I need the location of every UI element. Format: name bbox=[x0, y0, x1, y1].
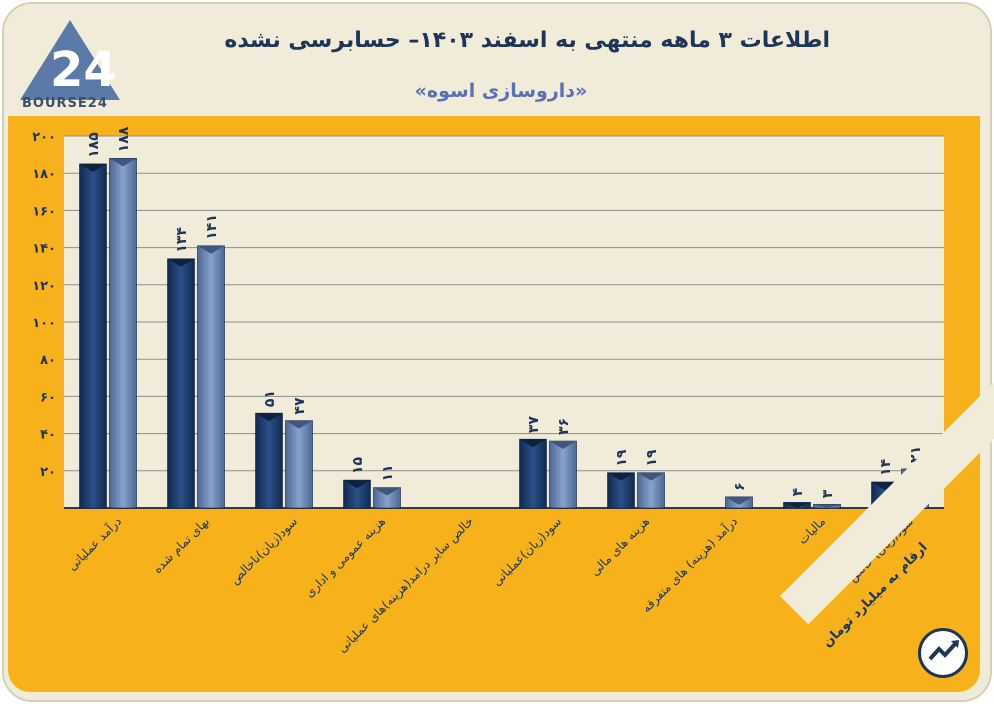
data-label: ۳ bbox=[820, 489, 836, 498]
y-tick-label: ۶۰ bbox=[40, 390, 56, 405]
bar-cap bbox=[343, 480, 371, 489]
x-category-label: سود(زیان)عملیاتی bbox=[490, 514, 565, 589]
y-tick-label: ۲۰ bbox=[40, 465, 56, 480]
x-category-label: هزینه های مالی bbox=[588, 514, 653, 579]
x-category-label: هزینه عمومی و اداری bbox=[302, 514, 389, 601]
y-tick-label: ۴۰ bbox=[40, 428, 56, 443]
bar-cap bbox=[167, 258, 195, 267]
bar-series_1 bbox=[167, 258, 195, 509]
bar-cap bbox=[109, 158, 137, 167]
bar-series_1 bbox=[255, 412, 283, 509]
data-label: ۱۴۱ bbox=[204, 214, 220, 240]
bar-series_2 bbox=[109, 158, 137, 509]
bar-cap bbox=[197, 245, 225, 254]
data-label: ۴ bbox=[790, 487, 806, 496]
data-label: ۱۹ bbox=[614, 449, 630, 467]
bar-cap bbox=[725, 496, 753, 505]
x-category-label: مالیات bbox=[795, 514, 828, 547]
data-label: ۱۱ bbox=[380, 464, 396, 481]
data-label: ۱۸۵ bbox=[86, 132, 102, 158]
data-label: ۱۸۸ bbox=[116, 126, 132, 152]
bar-cap bbox=[783, 502, 811, 508]
bar-chart: ۲۰ ۴۰ ۶۰ ۸۰ ۱۰۰ ۱۲۰ ۱۴۰ ۱۶۰ ۱۸۰ ۲۰۰ ۱۸۵ ۱۸۸ درآمد عم… bbox=[32, 126, 944, 656]
data-label: ۵۱ bbox=[262, 390, 278, 407]
svg-text:24: 24 bbox=[50, 42, 117, 98]
x-category-label: درآمد (هزینه) های متفرقه bbox=[639, 514, 741, 616]
y-tick-label: ۸۰ bbox=[40, 353, 56, 368]
data-label: ۱۳۴ bbox=[174, 227, 190, 253]
bar-cap bbox=[285, 420, 313, 429]
chart-area: ۲۰ ۴۰ ۶۰ ۸۰ ۱۰۰ ۱۲۰ ۱۴۰ ۱۶۰ ۱۸۰ ۲۰۰ ۱۸۵ ۱۸۸ درآمد عم… bbox=[8, 116, 980, 692]
data-label: ۶ bbox=[732, 482, 748, 491]
x-category-label: سود(زیان)ناخالص bbox=[227, 514, 301, 588]
y-tick-label: ۱۶۰ bbox=[32, 204, 56, 219]
bar-cap bbox=[79, 163, 107, 172]
bar-cap bbox=[549, 441, 577, 450]
chart-trend-icon bbox=[918, 628, 968, 678]
data-label: ۱۹ bbox=[644, 449, 660, 467]
data-label: ۱۵ bbox=[350, 457, 366, 475]
data-label: ۱۴ bbox=[878, 458, 894, 476]
bar-cap bbox=[813, 504, 841, 508]
chart-title: اطلاعات ۳ ماهه منتهی به اسفند ۱۴۰۳– حساب… bbox=[224, 28, 830, 53]
brand-logo: 24 bbox=[20, 20, 120, 100]
x-category-label: بهای تمام شده bbox=[150, 514, 212, 576]
data-label: ۳۶ bbox=[556, 418, 572, 435]
x-category-label: درآمد عملیاتی bbox=[64, 514, 125, 575]
bar-series_2 bbox=[285, 420, 313, 509]
bar-cap bbox=[373, 487, 401, 496]
y-tick-label: ۱۴۰ bbox=[32, 242, 56, 257]
brand-logo-text: BOURSE24 bbox=[22, 96, 108, 111]
bar-series_2 bbox=[197, 245, 225, 509]
data-label: ۳۷ bbox=[526, 416, 542, 434]
bar-series_1 bbox=[519, 438, 547, 509]
chart-subtitle: «داروسازی اسوه» bbox=[414, 80, 588, 102]
data-label: ۴۷ bbox=[292, 397, 308, 415]
y-tick-label: ۱۲۰ bbox=[32, 279, 56, 294]
bar-series_2 bbox=[549, 440, 577, 509]
y-tick-label: ۲۰۰ bbox=[32, 130, 56, 145]
bar-cap bbox=[607, 472, 635, 481]
bar-cap bbox=[519, 439, 547, 448]
y-tick-label: ۱۸۰ bbox=[32, 167, 56, 182]
bar-cap bbox=[637, 472, 665, 481]
bar-cap bbox=[255, 413, 283, 422]
y-tick-label: ۱۰۰ bbox=[32, 316, 56, 331]
bar-series_1 bbox=[79, 163, 107, 509]
